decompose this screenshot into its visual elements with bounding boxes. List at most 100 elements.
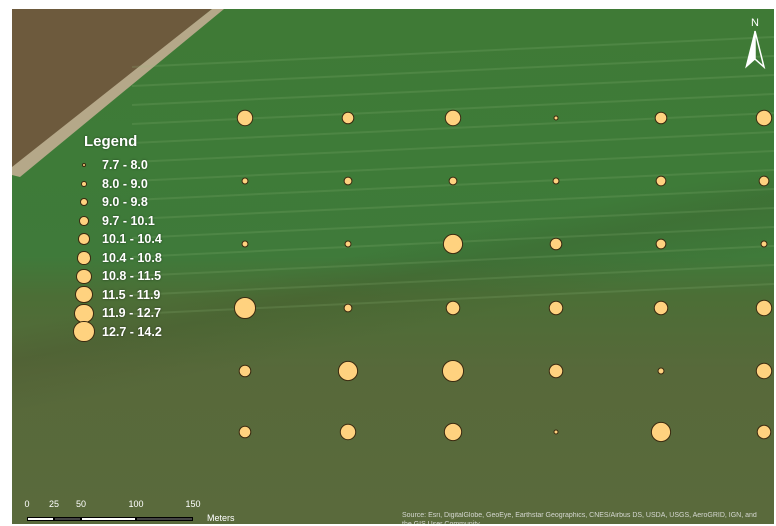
sample-point[interactable] bbox=[755, 362, 773, 380]
north-arrow: N bbox=[742, 17, 768, 69]
legend-label: 12.7 - 14.2 bbox=[102, 324, 162, 339]
legend-entry: 9.0 - 9.8 bbox=[72, 193, 162, 212]
legend-symbol-circle bbox=[74, 303, 94, 323]
sample-point[interactable] bbox=[241, 240, 249, 248]
sample-point[interactable] bbox=[653, 300, 669, 316]
sample-point[interactable] bbox=[444, 109, 462, 127]
sample-point[interactable] bbox=[756, 424, 772, 440]
sample-point[interactable] bbox=[655, 175, 667, 187]
legend-symbol-circle bbox=[82, 163, 86, 168]
legend-label: 11.5 - 11.9 bbox=[102, 287, 161, 302]
sample-point[interactable] bbox=[655, 238, 667, 250]
legend-symbol bbox=[72, 286, 96, 304]
sample-point[interactable] bbox=[339, 423, 357, 441]
legend-symbol bbox=[72, 215, 96, 226]
scale-tick-label: 50 bbox=[75, 499, 87, 509]
legend: Legend 7.7 - 8.0 8.0 - 9.0 9.0 - 9.8 9.7 - … bbox=[72, 133, 162, 343]
sample-point[interactable] bbox=[344, 240, 352, 248]
sample-point[interactable] bbox=[553, 115, 559, 121]
sample-point[interactable] bbox=[241, 177, 249, 185]
legend-entry: 9.7 - 10.1 bbox=[72, 212, 162, 231]
legend-symbol bbox=[72, 303, 96, 323]
sample-point[interactable] bbox=[441, 359, 465, 383]
north-arrow-icon bbox=[745, 30, 766, 69]
map-frame: Legend 7.7 - 8.0 8.0 - 9.0 9.0 - 9.8 9.7 - … bbox=[12, 9, 774, 524]
sample-point[interactable] bbox=[553, 429, 559, 435]
legend-label: 8.0 - 9.0 bbox=[102, 176, 148, 191]
scale-units: Meters bbox=[207, 513, 235, 523]
legend-symbol-circle bbox=[81, 180, 87, 187]
crop-stripe bbox=[131, 245, 774, 277]
crop-stripe bbox=[131, 188, 774, 220]
crop-stripe bbox=[131, 150, 774, 182]
legend-symbol-circle bbox=[78, 233, 90, 246]
crop-stripe bbox=[131, 74, 774, 106]
sample-point[interactable] bbox=[654, 111, 668, 125]
crop-stripe bbox=[131, 55, 774, 87]
legend-symbol-circle bbox=[73, 321, 95, 343]
sample-point[interactable] bbox=[238, 425, 252, 439]
sample-point[interactable] bbox=[341, 111, 355, 125]
legend-label: 9.0 - 9.8 bbox=[102, 195, 148, 210]
sample-point[interactable] bbox=[755, 299, 773, 317]
sample-point[interactable] bbox=[443, 422, 463, 442]
scale-bar: 0 25 50 100 150 Meters bbox=[24, 499, 234, 524]
crop-stripe bbox=[131, 131, 774, 163]
sample-point[interactable] bbox=[343, 303, 353, 313]
legend-entry: 10.4 - 10.8 bbox=[72, 249, 162, 268]
sample-point[interactable] bbox=[445, 300, 461, 316]
scale-tick-label: 150 bbox=[185, 499, 201, 509]
sample-point[interactable] bbox=[337, 360, 359, 382]
sample-point[interactable] bbox=[233, 296, 257, 320]
scale-segment bbox=[136, 517, 193, 521]
legend-symbol bbox=[72, 268, 96, 284]
crop-stripes bbox=[131, 36, 774, 315]
sample-point[interactable] bbox=[548, 363, 564, 379]
sample-point[interactable] bbox=[548, 300, 564, 316]
scale-tick-label: 100 bbox=[128, 499, 144, 509]
sample-point[interactable] bbox=[442, 233, 464, 255]
crop-stripe bbox=[131, 36, 774, 68]
legend-label: 7.7 - 8.0 bbox=[102, 158, 148, 173]
legend-label: 10.1 - 10.4 bbox=[102, 232, 162, 247]
scale-segment bbox=[81, 517, 136, 521]
legend-symbol bbox=[72, 321, 96, 343]
sample-points[interactable] bbox=[233, 109, 773, 443]
legend-label: 11.9 - 12.7 bbox=[102, 306, 162, 321]
crop-stripe bbox=[131, 264, 774, 296]
legend-symbol bbox=[72, 251, 96, 265]
legend-entry: 10.1 - 10.4 bbox=[72, 230, 162, 249]
legend-symbol bbox=[72, 163, 96, 168]
legend-title: Legend bbox=[84, 133, 138, 150]
sample-point[interactable] bbox=[650, 421, 672, 443]
sample-point[interactable] bbox=[657, 367, 665, 375]
sample-point[interactable] bbox=[755, 109, 773, 127]
sample-point[interactable] bbox=[343, 176, 353, 186]
scale-segment bbox=[54, 517, 81, 521]
legend-symbol bbox=[72, 180, 96, 187]
north-label: N bbox=[751, 17, 759, 29]
legend-symbol bbox=[72, 233, 96, 246]
legend-entry: 12.7 - 14.2 bbox=[72, 321, 162, 343]
sample-point[interactable] bbox=[236, 109, 254, 127]
legend-entry: 11.9 - 12.7 bbox=[72, 303, 162, 323]
sample-point[interactable] bbox=[552, 177, 560, 185]
legend-label: 10.8 - 11.5 bbox=[102, 269, 162, 284]
legend-entry: 7.7 - 8.0 bbox=[72, 156, 162, 175]
legend-symbol-circle bbox=[75, 286, 93, 304]
scale-segment bbox=[27, 517, 54, 521]
sample-point[interactable] bbox=[549, 237, 563, 251]
sample-point[interactable] bbox=[760, 240, 768, 248]
sample-point[interactable] bbox=[758, 175, 770, 187]
field-boundary bbox=[12, 9, 224, 177]
legend-symbol-circle bbox=[80, 198, 88, 207]
legend-symbol bbox=[72, 198, 96, 207]
aerial-imagery bbox=[12, 9, 774, 443]
legend-symbol-circle bbox=[76, 268, 92, 284]
sample-point[interactable] bbox=[238, 364, 252, 378]
legend-symbol-circle bbox=[79, 215, 89, 226]
legend-entry: 11.5 - 11.9 bbox=[72, 286, 162, 305]
sample-point[interactable] bbox=[448, 176, 458, 186]
map-attribution: Source: Esri, DigitalGlobe, GeoEye, Eart… bbox=[402, 512, 757, 524]
scale-tick-label: 0 bbox=[24, 499, 30, 509]
